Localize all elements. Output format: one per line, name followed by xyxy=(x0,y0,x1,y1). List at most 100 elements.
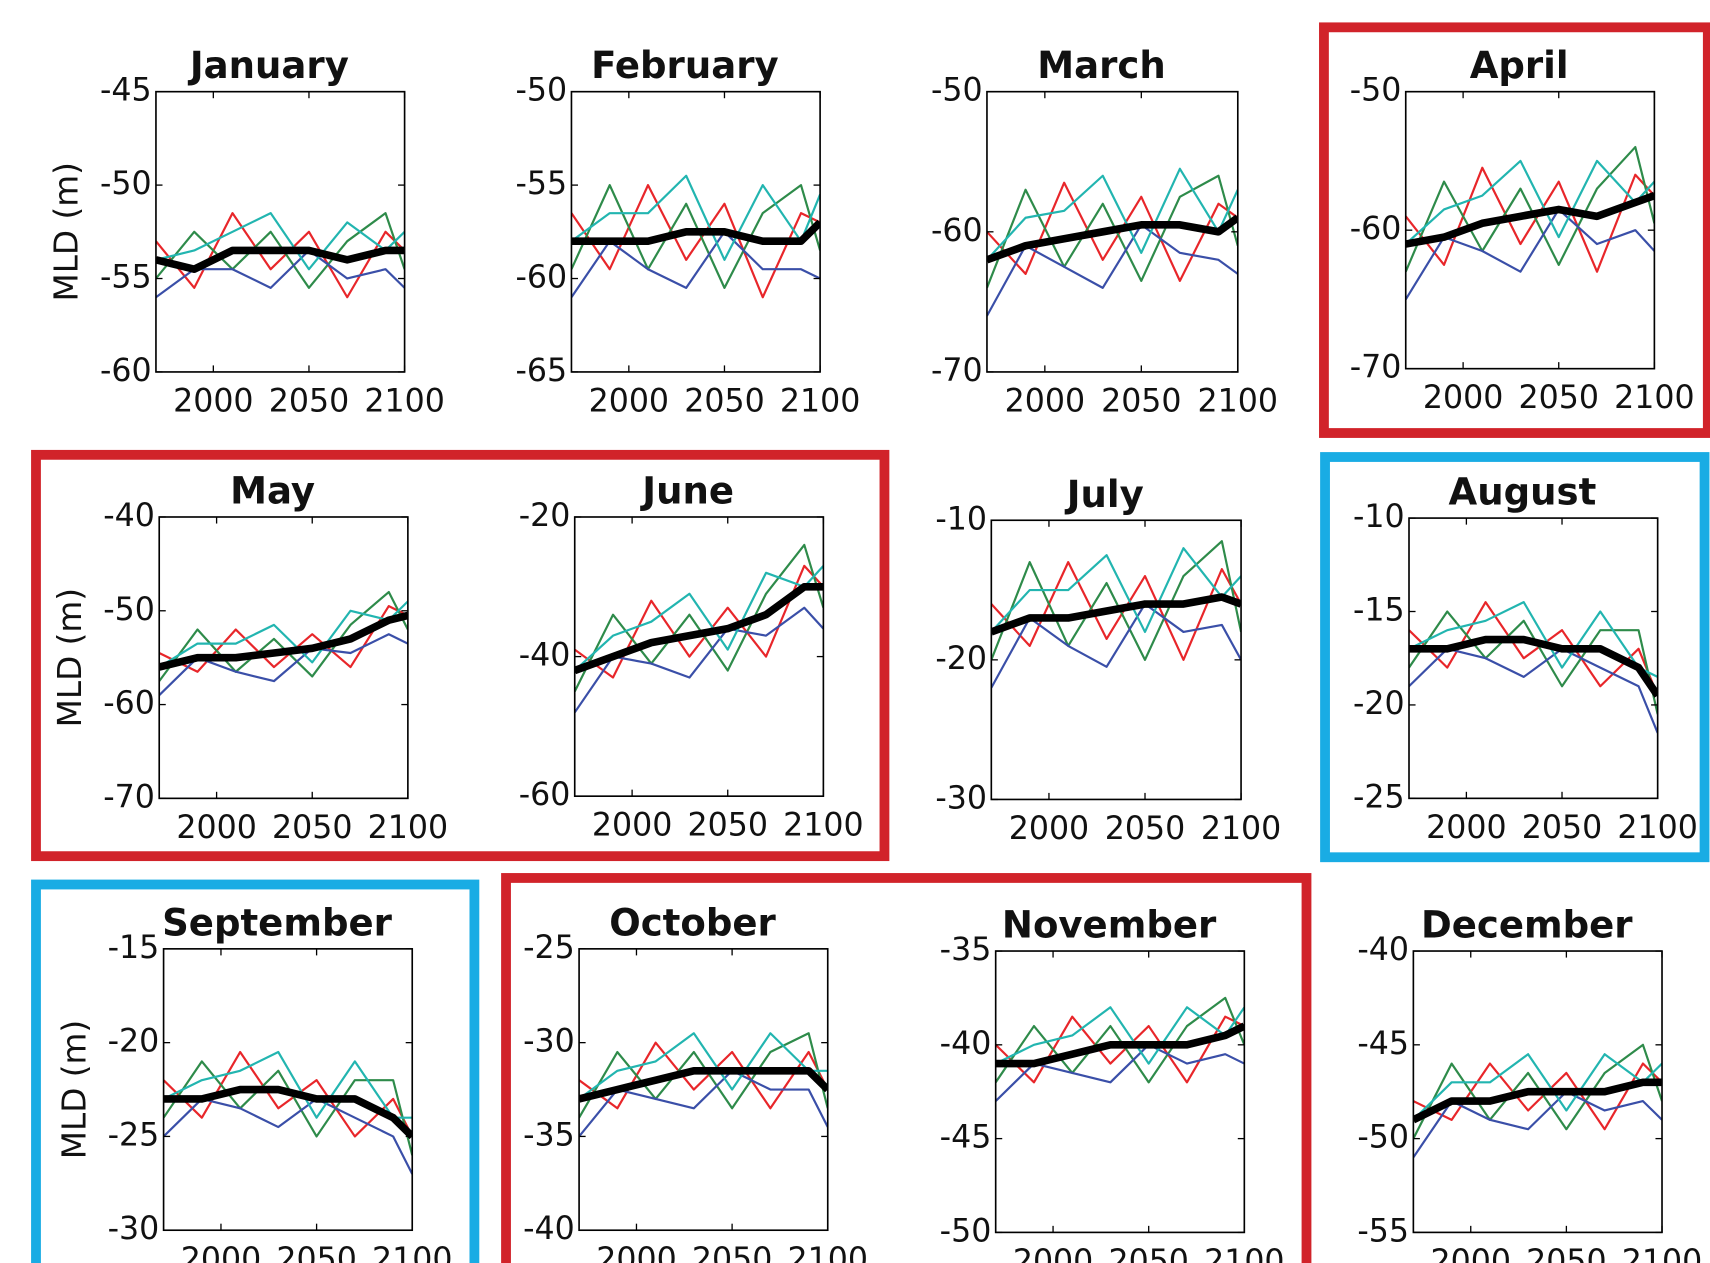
x-tick-label: 2000 xyxy=(589,383,669,419)
x-tick-label: 2000 xyxy=(596,1242,676,1263)
y-tick-label: -35 xyxy=(523,1117,575,1153)
panel-title: September xyxy=(162,901,392,944)
y-tick-label: -30 xyxy=(108,1211,160,1247)
x-tick-label: 2050 xyxy=(692,1242,772,1263)
axes-box xyxy=(578,948,829,1232)
y-tick-label: -50 xyxy=(515,73,567,109)
x-tick-label: 2050 xyxy=(1526,1244,1606,1263)
series-line xyxy=(1413,1078,1663,1124)
y-tick-label: -15 xyxy=(108,930,160,966)
x-tick-label: 2100 xyxy=(780,383,860,419)
series-line xyxy=(579,1066,828,1103)
series-line xyxy=(571,219,821,246)
x-tick-label: 2100 xyxy=(1198,383,1278,419)
series-line xyxy=(991,593,1242,636)
y-tick-label: -40 xyxy=(523,1211,575,1247)
y-tick-label: -60 xyxy=(519,777,571,813)
y-tick-label: -30 xyxy=(935,780,987,816)
x-tick-label: 2000 xyxy=(181,1242,261,1263)
y-tick-label: -40 xyxy=(519,638,571,674)
y-tick-label: -30 xyxy=(523,1024,575,1060)
panel: -60 -55 -50 -45 2000 2050 2100 January MLD (m) xyxy=(48,44,445,419)
series-line xyxy=(986,174,1238,289)
series-line xyxy=(579,1032,828,1119)
plot-area xyxy=(1405,145,1655,300)
y-tick-label: -70 xyxy=(1350,350,1402,386)
y-tick-label: -55 xyxy=(1357,1213,1409,1249)
series-line xyxy=(163,1060,413,1156)
x-tick-label: 2050 xyxy=(1105,811,1185,847)
x-tick-label: 2000 xyxy=(592,808,672,844)
y-tick-label: -40 xyxy=(103,498,155,534)
x-tick-label: 2100 xyxy=(1614,380,1694,416)
y-tick-label: -10 xyxy=(935,501,987,537)
plot-area xyxy=(579,1032,828,1138)
plot-area xyxy=(571,174,821,299)
series-line xyxy=(995,1006,1245,1065)
frame-red xyxy=(31,449,890,862)
panel-title: October xyxy=(609,901,776,944)
series-line xyxy=(571,184,821,289)
series-line xyxy=(995,1022,1245,1068)
panel-title: August xyxy=(1449,471,1597,514)
x-tick-label: 2000 xyxy=(1426,810,1506,846)
axes-box xyxy=(1408,517,1659,800)
x-tick-label: 2000 xyxy=(1423,380,1503,416)
x-tick-label: 2050 xyxy=(1101,383,1181,419)
panel-title: November xyxy=(1002,904,1217,947)
y-tick-label: -25 xyxy=(108,1117,160,1153)
panel: -70 -60 -50 2000 2050 2100 April xyxy=(1350,44,1695,416)
x-tick-label: 2000 xyxy=(1431,1244,1511,1263)
y-tick-label: -60 xyxy=(1350,211,1402,247)
plot-area xyxy=(1413,1043,1663,1158)
y-tick-label: -45 xyxy=(940,1120,992,1156)
y-tick-label: -70 xyxy=(103,779,155,815)
y-tick-label: -50 xyxy=(1350,73,1402,109)
plot-area xyxy=(995,996,1245,1102)
x-tick-label: 2100 xyxy=(1622,1244,1702,1263)
series-line xyxy=(574,582,824,675)
y-tick-label: -40 xyxy=(1357,932,1409,968)
y-tick-label: -20 xyxy=(1353,686,1405,722)
axes-box xyxy=(158,516,409,800)
y-tick-label: -60 xyxy=(515,260,567,296)
panel: -70 -60 -50 2000 2050 2100 March xyxy=(931,44,1278,419)
x-tick-label: 2050 xyxy=(1522,810,1602,846)
series-line xyxy=(155,212,405,271)
highlight-frames xyxy=(31,22,1710,1263)
axes-box xyxy=(162,948,414,1232)
y-tick-label: -25 xyxy=(523,930,575,966)
series-line xyxy=(571,174,821,261)
series-line xyxy=(986,214,1238,264)
series-line xyxy=(159,590,408,682)
y-axis-label: MLD (m) xyxy=(51,588,89,727)
axes-box xyxy=(155,90,406,373)
series-line xyxy=(155,246,405,274)
series-line xyxy=(986,167,1238,261)
plot-area xyxy=(155,212,405,299)
panel-title: July xyxy=(1064,473,1144,516)
panel: -60 -40 -20 2000 2050 2100 June xyxy=(519,469,864,843)
panel: -30 -20 -10 2000 2050 2100 July xyxy=(935,473,1281,847)
series-line xyxy=(1413,1043,1663,1140)
y-tick-label: -60 xyxy=(931,213,983,249)
series-line xyxy=(159,600,408,668)
plot-area xyxy=(163,1050,413,1175)
panel: -30 -25 -20 -15 2000 2050 2100 September MLD (m) xyxy=(55,901,452,1263)
x-tick-label: 2100 xyxy=(1617,810,1697,846)
x-tick-label: 2050 xyxy=(272,810,352,846)
series-line xyxy=(155,212,405,289)
panel-title: December xyxy=(1421,904,1633,947)
plot-area xyxy=(1409,601,1658,734)
plot-area xyxy=(991,540,1242,689)
y-axis-label: MLD (m) xyxy=(55,1020,93,1159)
series-line xyxy=(159,611,408,671)
x-tick-label: 2000 xyxy=(173,383,253,419)
y-tick-label: -10 xyxy=(1353,499,1405,535)
x-tick-label: 2050 xyxy=(684,383,764,419)
panel: -65 -60 -55 -50 2000 2050 2100 February xyxy=(515,44,860,419)
y-tick-label: -55 xyxy=(515,166,567,202)
y-tick-label: -20 xyxy=(519,498,571,534)
plot-area xyxy=(574,543,824,714)
panel-title: January xyxy=(187,44,349,87)
